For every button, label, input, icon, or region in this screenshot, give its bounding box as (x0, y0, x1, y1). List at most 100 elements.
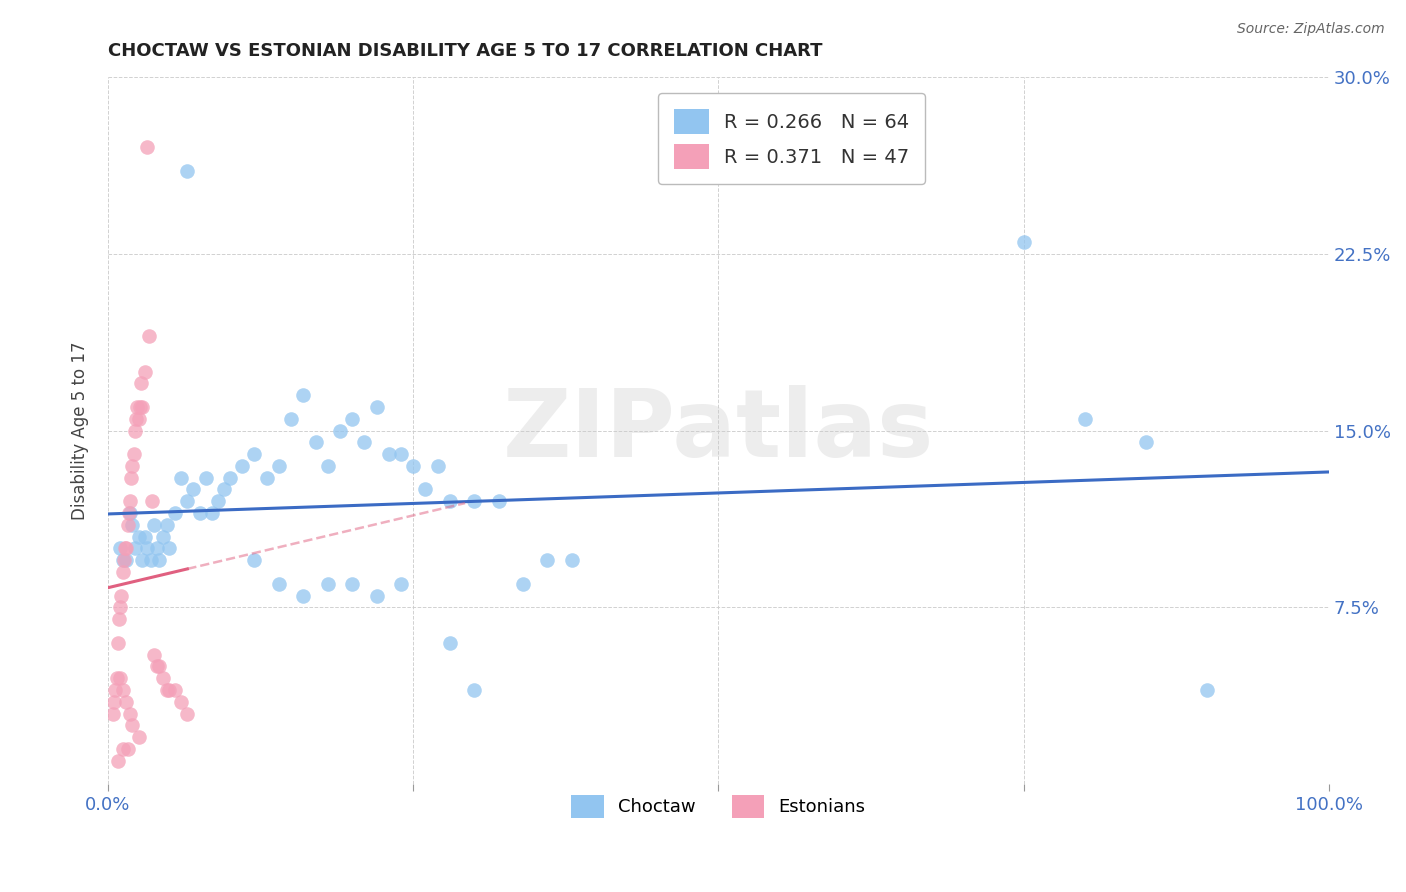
Point (152, 671, 174, 685)
Point (111, 565, 134, 579)
Point (183, 483, 205, 497)
Point (1195, 683, 1218, 698)
Point (402, 458, 425, 473)
Point (512, 577, 534, 591)
Point (267, 458, 290, 473)
Point (128, 731, 150, 745)
Point (115, 695, 138, 709)
Point (256, 471, 278, 485)
Point (292, 589, 315, 603)
Text: CHOCTAW VS ESTONIAN DISABILITY AGE 5 TO 17 CORRELATION CHART: CHOCTAW VS ESTONIAN DISABILITY AGE 5 TO … (108, 42, 823, 60)
Point (366, 400, 388, 414)
Y-axis label: Disability Age 5 to 17: Disability Age 5 to 17 (72, 342, 89, 520)
Point (134, 365, 156, 379)
Point (136, 140, 159, 154)
Point (155, 517, 177, 532)
Point (219, 471, 242, 485)
Point (103, 695, 125, 709)
Point (121, 517, 143, 532)
Point (389, 447, 412, 461)
Point (131, 553, 153, 567)
Point (108, 600, 131, 615)
Point (463, 494, 485, 508)
Point (439, 494, 461, 508)
Point (146, 541, 169, 556)
Point (176, 164, 198, 178)
Point (105, 671, 128, 685)
Point (118, 506, 141, 520)
Point (165, 683, 187, 698)
Point (111, 683, 134, 698)
Point (101, 706, 124, 721)
Point (121, 718, 143, 732)
Point (188, 506, 211, 520)
Point (316, 458, 339, 473)
Point (304, 435, 326, 450)
Point (131, 400, 153, 414)
Point (155, 683, 177, 698)
Point (111, 553, 134, 567)
Point (118, 706, 141, 721)
Point (157, 541, 180, 556)
Point (118, 494, 141, 508)
Point (1135, 435, 1157, 450)
Point (138, 329, 160, 343)
Point (117, 517, 139, 532)
Point (207, 494, 229, 508)
Point (110, 589, 132, 603)
Point (146, 659, 169, 673)
Point (118, 506, 141, 520)
Point (463, 683, 485, 698)
Point (1012, 235, 1035, 249)
Point (136, 541, 159, 556)
Point (292, 388, 315, 402)
Point (231, 458, 253, 473)
Point (561, 553, 583, 567)
Point (108, 671, 131, 685)
Point (117, 742, 139, 756)
Point (243, 447, 266, 461)
Point (165, 506, 187, 520)
Point (134, 530, 156, 544)
Point (340, 411, 363, 425)
Point (340, 577, 363, 591)
Point (267, 577, 290, 591)
Point (176, 494, 198, 508)
Point (107, 754, 129, 768)
Point (129, 376, 152, 391)
Point (125, 411, 148, 425)
Point (121, 458, 143, 473)
Point (148, 553, 170, 567)
Point (378, 447, 401, 461)
Point (280, 411, 302, 425)
Point (143, 648, 166, 662)
Point (143, 517, 166, 532)
Point (152, 530, 174, 544)
Point (148, 659, 170, 673)
Text: Source: ZipAtlas.com: Source: ZipAtlas.com (1237, 22, 1385, 37)
Point (120, 471, 142, 485)
Point (108, 612, 131, 626)
Point (536, 553, 558, 567)
Point (366, 589, 388, 603)
Point (124, 541, 146, 556)
Point (439, 636, 461, 650)
Point (108, 541, 131, 556)
Point (170, 695, 193, 709)
Point (243, 553, 266, 567)
Text: ZIPatlas: ZIPatlas (503, 384, 934, 476)
Point (415, 483, 437, 497)
Point (176, 706, 198, 721)
Point (122, 447, 145, 461)
Point (170, 471, 193, 485)
Point (353, 435, 375, 450)
Point (112, 553, 135, 567)
Point (141, 494, 163, 508)
Point (128, 530, 150, 544)
Point (128, 411, 150, 425)
Point (157, 683, 180, 698)
Point (115, 541, 138, 556)
Point (316, 577, 339, 591)
Point (128, 400, 150, 414)
Point (114, 541, 136, 556)
